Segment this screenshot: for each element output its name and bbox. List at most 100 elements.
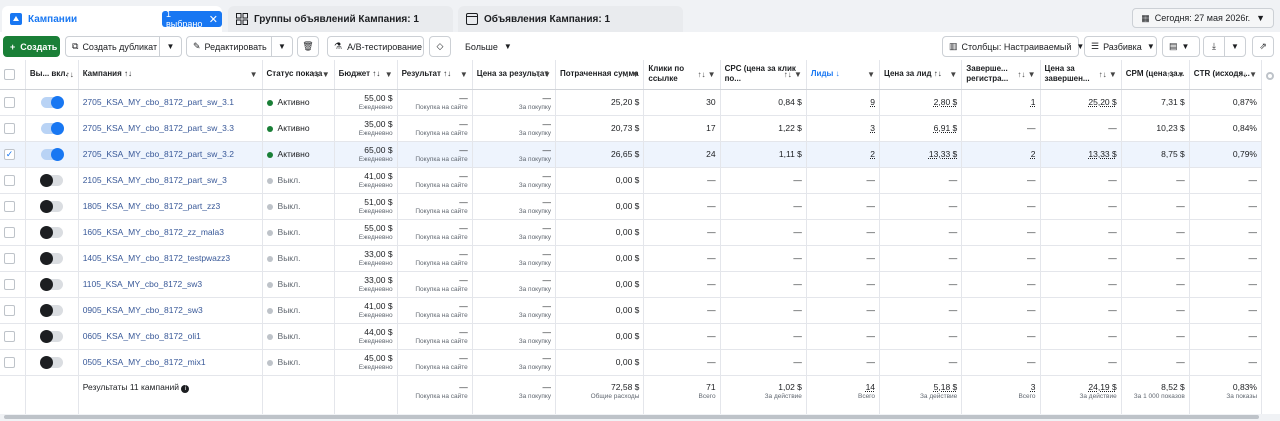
table-row[interactable]: 1105_KSA_MY_cbo_8172_sw3 Выкл. 33,00 $ Ежед…: [0, 271, 1263, 298]
delete-button[interactable]: 🗑: [297, 36, 319, 57]
table-row[interactable]: 1405_KSA_MY_cbo_8172_testpwazz3 Выкл. 33,0…: [0, 245, 1263, 272]
edit-dropdown[interactable]: ▼: [271, 36, 293, 57]
delivery-toggle[interactable]: [39, 303, 63, 317]
header-reg[interactable]: Заверше... регистра... ↑↓ ▼: [961, 60, 1041, 90]
delivery-toggle[interactable]: [40, 121, 64, 135]
row-toggle-cell[interactable]: [25, 141, 79, 168]
table-row[interactable]: 0505_KSA_MY_cbo_8172_mix1 Выкл. 45,00 $ Еже…: [0, 349, 1263, 376]
row-checkbox[interactable]: [4, 200, 15, 212]
tab-adsets[interactable]: Группы объявлений Кампания: 1: [228, 6, 453, 32]
chevron-down-icon[interactable]: ▼: [384, 70, 393, 79]
delivery-toggle[interactable]: [39, 329, 63, 343]
selection-badge[interactable]: 1 выбрано ✕: [162, 9, 222, 29]
row-select-cell[interactable]: ✓: [0, 141, 26, 168]
campaign-name-link[interactable]: 1805_KSA_MY_cbo_8172_part_zz3: [82, 201, 221, 211]
campaign-name-link[interactable]: 0505_KSA_MY_cbo_8172_mix1: [82, 357, 206, 367]
reports-button[interactable]: ▤ ▼: [1162, 36, 1200, 57]
row-toggle-cell[interactable]: [25, 193, 79, 220]
table-row[interactable]: 0905_KSA_MY_cbo_8172_sw3 Выкл. 41,00 $ Ежед…: [0, 297, 1263, 324]
totals-reg-value[interactable]: 3: [1030, 381, 1036, 392]
scrollbar-thumb[interactable]: [4, 415, 1259, 419]
select-all-checkbox[interactable]: [4, 68, 15, 80]
sort-icon[interactable]: ↑↓ ▼: [697, 70, 716, 79]
table-row[interactable]: 0605_KSA_MY_cbo_8172_oli1 Выкл. 44,00 $ Еже…: [0, 323, 1263, 350]
horizontal-scrollbar[interactable]: [0, 414, 1280, 421]
sort-icon[interactable]: ↑↓: [440, 69, 452, 79]
edit-button[interactable]: ✎ Редактировать: [186, 36, 272, 57]
sort-icon[interactable]: ↑↓ ▼: [311, 70, 330, 79]
row-checkbox[interactable]: [4, 330, 15, 342]
row-select-cell[interactable]: [0, 167, 26, 194]
delivery-toggle[interactable]: [39, 199, 63, 213]
row-checkbox[interactable]: [4, 278, 15, 290]
delivery-toggle[interactable]: [40, 147, 64, 161]
campaign-name-link[interactable]: 0605_KSA_MY_cbo_8172_oli1: [82, 331, 201, 341]
campaign-name-link[interactable]: 2105_KSA_MY_cbo_8172_part_sw_3: [82, 175, 227, 185]
row-toggle-cell[interactable]: [25, 245, 79, 272]
row-checkbox[interactable]: [4, 226, 15, 238]
sort-icon[interactable]: ↑↓ ▼: [1017, 70, 1036, 79]
delivery-toggle[interactable]: [40, 95, 64, 109]
table-row[interactable]: ✓ 2705_KSA_MY_cbo_8172_part_sw_3.2 Активно…: [0, 141, 1263, 168]
row-checkbox[interactable]: ✓: [4, 148, 15, 160]
sort-icon[interactable]: ↑↓: [931, 69, 942, 79]
leads-value[interactable]: 3: [870, 123, 876, 133]
row-toggle-cell[interactable]: [25, 271, 79, 298]
header-select-all[interactable]: [0, 60, 26, 90]
campaign-name-link[interactable]: 0905_KSA_MY_cbo_8172_sw3: [82, 305, 203, 315]
breakdown-button[interactable]: ☰ Разбивка ▼: [1084, 36, 1157, 57]
sort-desc-icon[interactable]: ↓: [833, 69, 840, 79]
chevron-down-icon[interactable]: ▼: [949, 70, 958, 79]
cpreg-value[interactable]: 13,33 $: [1088, 149, 1117, 159]
info-icon[interactable]: i: [181, 384, 190, 393]
row-select-cell[interactable]: [0, 245, 26, 272]
create-button[interactable]: + Создать: [3, 36, 60, 57]
table-row[interactable]: 1605_KSA_MY_cbo_8172_zz_mala3 Выкл. 55,00 …: [0, 219, 1263, 246]
header-status[interactable]: Статус показа ↑↓ ▼: [262, 60, 335, 90]
totals-cpl-value[interactable]: 5,18 $: [933, 381, 958, 392]
row-select-cell[interactable]: [0, 349, 26, 376]
cpreg-value[interactable]: 25,20 $: [1088, 97, 1117, 107]
row-checkbox[interactable]: [4, 174, 15, 186]
sort-icon[interactable]: ↑↓ ▼: [783, 70, 802, 79]
campaign-name-link[interactable]: 1605_KSA_MY_cbo_8172_zz_mala3: [82, 227, 224, 237]
row-select-cell[interactable]: [0, 115, 26, 142]
header-spent[interactable]: Потраченная сумма ↑↓ ▼: [555, 60, 645, 90]
chevron-down-icon[interactable]: ▼: [249, 70, 258, 79]
header-onoff[interactable]: Вы... вкл. ↑↓: [25, 60, 79, 90]
duplicate-dropdown[interactable]: ▼: [159, 36, 182, 57]
tab-ads[interactable]: Объявления Кампания: 1: [458, 6, 683, 32]
campaign-name-link[interactable]: 1405_KSA_MY_cbo_8172_testpwazz3: [82, 253, 231, 263]
row-toggle-cell[interactable]: [25, 115, 79, 142]
cpl-value[interactable]: 2,80 $: [933, 97, 958, 107]
tab-campaigns[interactable]: Кампании 1 выбрано ✕: [2, 6, 222, 32]
chevron-down-icon[interactable]: ▼: [459, 70, 468, 79]
campaign-name-link[interactable]: 1105_KSA_MY_cbo_8172_sw3: [82, 279, 203, 289]
chevron-down-icon[interactable]: ▼: [867, 70, 876, 79]
row-select-cell[interactable]: [0, 219, 26, 246]
sort-icon[interactable]: ↑↓ ▼: [532, 70, 552, 79]
export-button[interactable]: ⤓: [1203, 36, 1225, 57]
header-clicks[interactable]: Клики по ссылке ↑↓ ▼: [643, 60, 721, 90]
campaign-name-link[interactable]: 2705_KSA_MY_cbo_8172_part_sw_3.1: [82, 97, 234, 107]
delivery-toggle[interactable]: [39, 251, 63, 265]
row-checkbox[interactable]: [4, 304, 15, 316]
leads-value[interactable]: 2: [870, 149, 876, 159]
delivery-toggle[interactable]: [39, 355, 63, 369]
more-button[interactable]: Больше ▼: [459, 36, 512, 57]
table-row[interactable]: 2105_KSA_MY_cbo_8172_part_sw_3 Выкл. 41,00…: [0, 167, 1263, 194]
row-select-cell[interactable]: [0, 89, 26, 116]
table-row[interactable]: 1805_KSA_MY_cbo_8172_part_zz3 Выкл. 51,00 …: [0, 193, 1263, 220]
sort-icon[interactable]: ↑↓ ▼: [1166, 70, 1185, 79]
reg-value[interactable]: 2: [1030, 149, 1036, 159]
sort-icon[interactable]: ↑↓: [121, 69, 132, 79]
row-checkbox[interactable]: [4, 122, 15, 134]
row-select-cell[interactable]: [0, 323, 26, 350]
sort-icon[interactable]: ↑↓: [65, 70, 74, 79]
sort-icon[interactable]: ↑↓ ▼: [621, 70, 640, 79]
row-select-cell[interactable]: [0, 297, 26, 324]
tag-button[interactable]: ◇: [429, 36, 451, 57]
delivery-toggle[interactable]: [39, 277, 63, 291]
header-cpl[interactable]: Цена за лид ↑↓ ▼: [879, 60, 963, 90]
delivery-toggle[interactable]: [39, 225, 63, 239]
